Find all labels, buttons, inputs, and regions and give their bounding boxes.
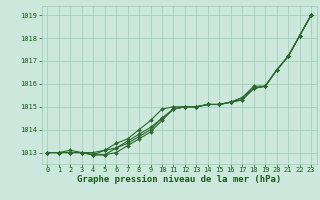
X-axis label: Graphe pression niveau de la mer (hPa): Graphe pression niveau de la mer (hPa): [77, 175, 281, 184]
